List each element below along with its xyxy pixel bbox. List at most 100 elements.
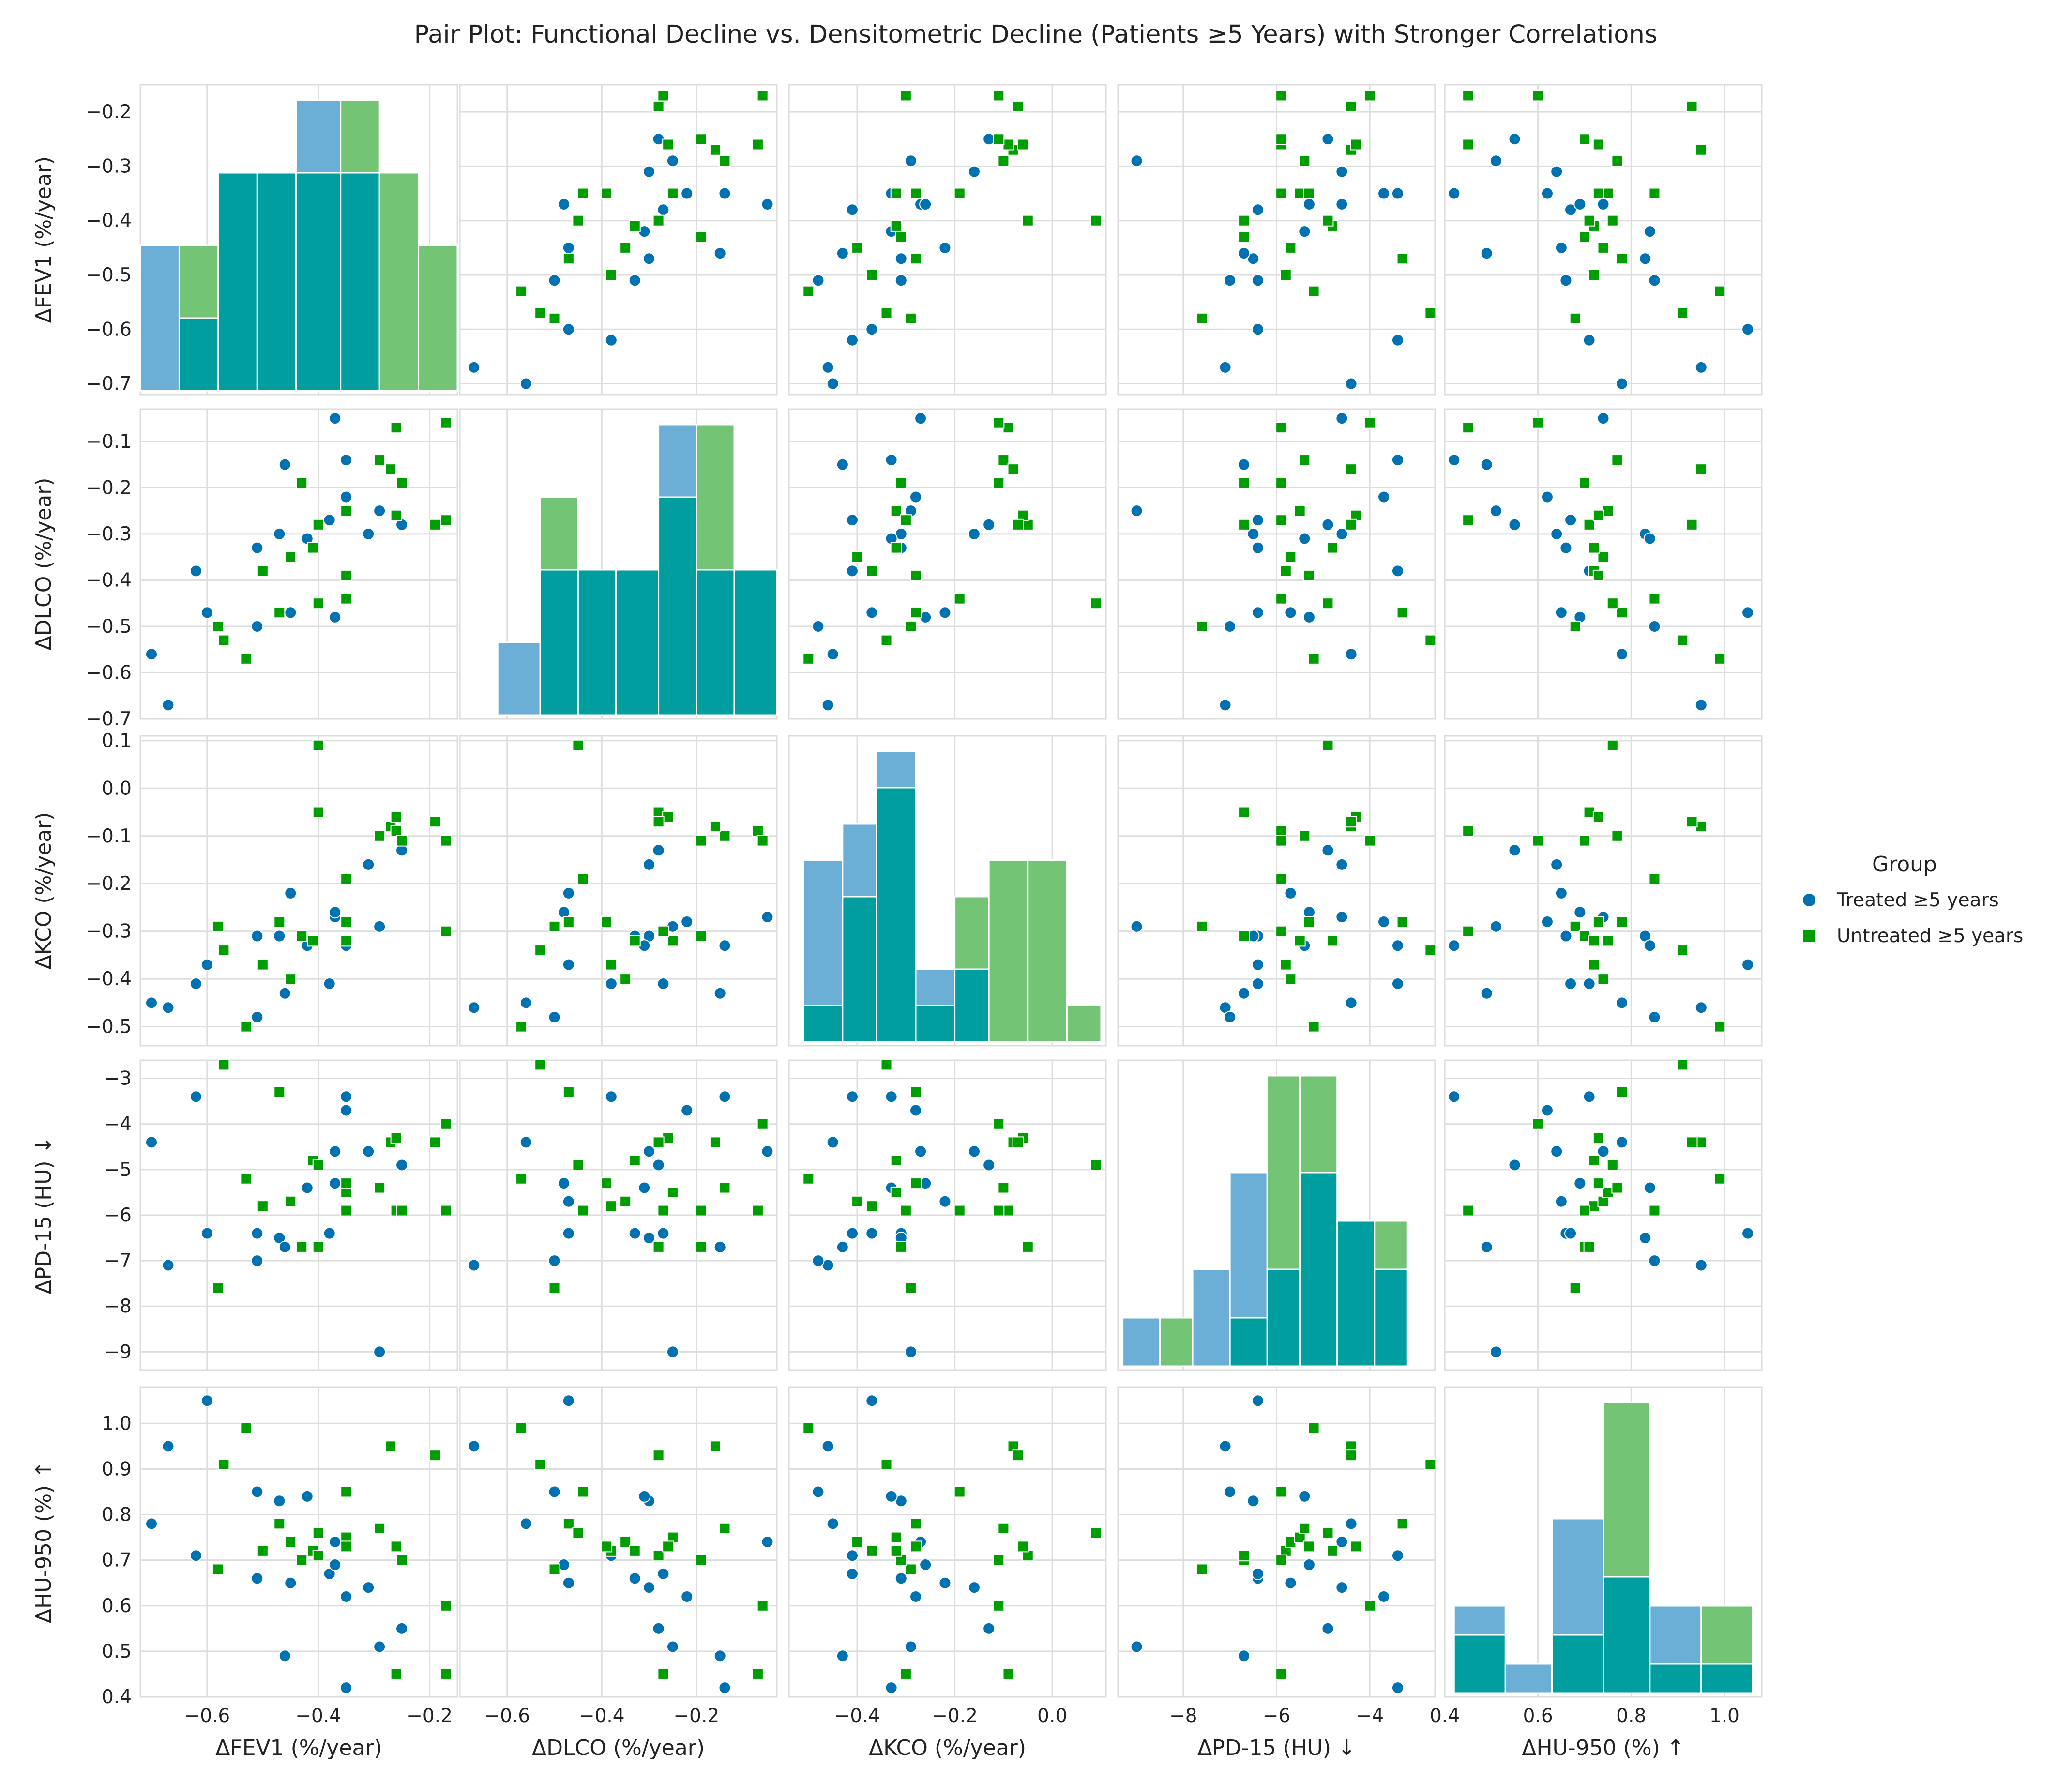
treated-point — [1541, 1104, 1554, 1117]
gridlines — [1118, 85, 1435, 395]
y-axis-label-DLCO: ΔDLCO (%/year) — [31, 478, 56, 651]
treated-point — [162, 1440, 175, 1453]
untreated-point — [993, 477, 1005, 489]
hist-bar-overlap — [876, 787, 917, 1043]
legend-marker-square — [1803, 930, 1815, 942]
x-axis-label-PD15: ΔPD-15 (HU) ↓ — [1197, 1736, 1356, 1760]
untreated-point — [340, 1486, 352, 1498]
untreated-point — [296, 1241, 308, 1253]
untreated-point — [572, 1527, 584, 1539]
untreated-point — [1280, 959, 1292, 971]
y-tick-label: −0.4 — [86, 569, 132, 591]
untreated-point — [1285, 551, 1297, 563]
untreated-point — [652, 1136, 665, 1148]
untreated-point — [709, 144, 721, 156]
treated-point — [812, 620, 825, 633]
untreated-point — [240, 653, 252, 665]
untreated-point — [910, 607, 922, 619]
treated-point — [1238, 1649, 1251, 1662]
untreated-point — [1578, 1205, 1590, 1217]
hist-bar-overlap — [842, 896, 877, 1043]
untreated-point — [429, 518, 441, 531]
treated-point — [1335, 527, 1348, 540]
untreated-point — [515, 1422, 528, 1434]
x-tick-label: 0.4 — [1430, 1705, 1460, 1727]
treated-point — [1130, 920, 1143, 933]
treated-point — [1550, 1145, 1563, 1158]
treated-point — [373, 920, 386, 933]
untreated-point — [1364, 835, 1376, 847]
untreated-point — [257, 1200, 269, 1212]
untreated-point — [910, 187, 922, 199]
hist-bar-untreated — [378, 172, 420, 392]
treated-point — [1448, 939, 1461, 952]
treated-point — [894, 1572, 907, 1585]
treated-point — [657, 203, 670, 216]
untreated-point — [1090, 1159, 1102, 1171]
treated-point — [1597, 412, 1610, 425]
untreated-point — [1238, 231, 1250, 243]
x-tick-label: −0.6 — [484, 1705, 530, 1727]
panel-DLCO-vs-FEV1: −0.7 −0.6 −0.5 −0.4 −0.3 −0.2 −0.1 — [86, 408, 458, 730]
untreated-point — [396, 1205, 408, 1217]
hist-bar-overlap — [954, 968, 990, 1043]
untreated-point — [1578, 835, 1590, 847]
untreated-point — [1090, 597, 1102, 610]
treated-point — [652, 844, 665, 857]
treated-point — [652, 1159, 665, 1172]
gridlines — [460, 1060, 777, 1370]
treated-point — [846, 334, 859, 347]
untreated-point — [1677, 1059, 1689, 1071]
panel-frame — [459, 735, 778, 1047]
untreated-point — [890, 1545, 902, 1557]
treated-point — [362, 527, 375, 540]
treated-point — [1643, 939, 1656, 952]
untreated-point — [1308, 1021, 1320, 1033]
y-axis-label-KCO: ΔKCO (%/year) — [31, 812, 56, 969]
untreated-point — [390, 422, 402, 434]
untreated-point — [1196, 1563, 1208, 1575]
untreated-point — [953, 1486, 966, 1498]
treated-point — [821, 699, 834, 712]
untreated-point — [1238, 214, 1250, 227]
panel-frame — [1117, 84, 1436, 396]
hist-bar-treated — [1122, 1317, 1161, 1367]
untreated-point — [1275, 514, 1287, 526]
treated-point — [836, 1240, 849, 1253]
untreated-point — [515, 1173, 528, 1185]
treated-point — [983, 518, 996, 531]
treated-point — [1541, 490, 1554, 503]
untreated-point — [572, 214, 584, 227]
treated-point — [362, 1581, 375, 1594]
untreated-point — [993, 417, 1005, 429]
untreated-point — [1677, 634, 1689, 646]
untreated-point — [1196, 920, 1208, 932]
untreated-point — [340, 1205, 352, 1217]
untreated-point — [218, 634, 230, 646]
untreated-point — [1616, 1086, 1628, 1098]
panel-frame — [788, 1059, 1107, 1371]
treated-point — [562, 241, 575, 254]
treated-point — [1489, 154, 1502, 168]
untreated-point — [756, 1118, 769, 1130]
untreated-point — [1462, 90, 1474, 102]
treated-point — [1639, 252, 1652, 265]
treated-point — [251, 1227, 264, 1240]
treated-point — [1480, 458, 1493, 471]
untreated-point — [1616, 253, 1628, 265]
y-tick-label: 0.6 — [102, 1595, 132, 1617]
treated-point — [1345, 1517, 1358, 1530]
untreated-point — [998, 1182, 1010, 1194]
treated-point — [718, 1681, 731, 1694]
treated-point — [983, 1159, 996, 1172]
untreated-point — [953, 593, 966, 605]
treated-point — [200, 606, 213, 619]
treated-point — [666, 154, 679, 168]
treated-point — [1508, 133, 1521, 146]
x-tick-label: −0.4 — [834, 1705, 880, 1727]
treated-point — [1345, 996, 1358, 1009]
untreated-point — [657, 1205, 669, 1217]
panel-frame — [139, 735, 458, 1047]
panel-PD15-vs-KCO — [788, 1059, 1107, 1371]
panel-frame — [1117, 408, 1436, 720]
